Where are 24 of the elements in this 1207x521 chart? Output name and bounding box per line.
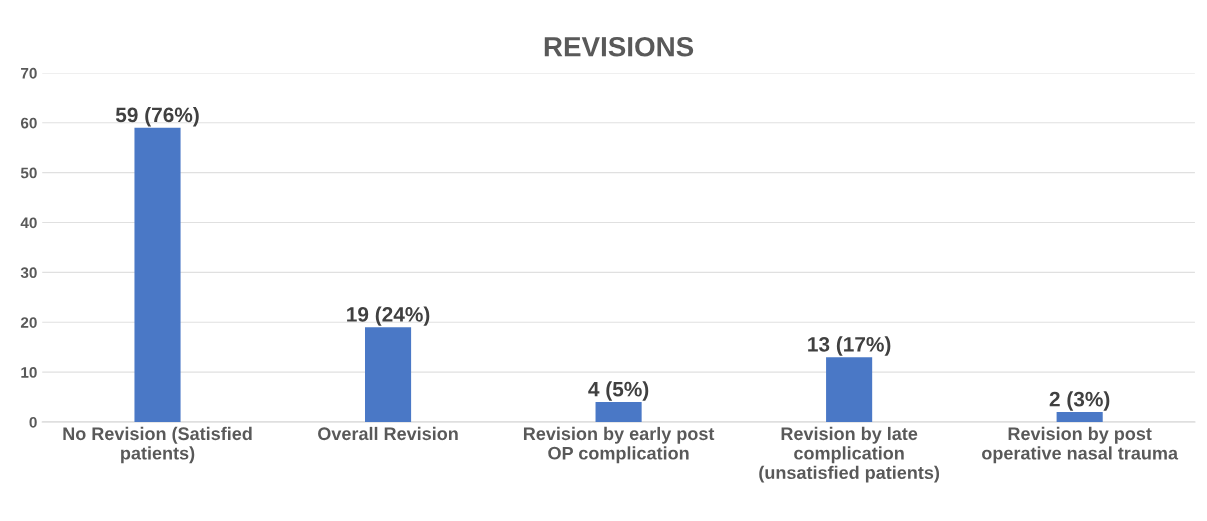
- y-tick-label: 20: [20, 317, 37, 328]
- bar: [365, 327, 412, 423]
- y-tick-label: 10: [21, 367, 37, 378]
- bar: [826, 357, 873, 423]
- y-tick-label: 50: [20, 167, 37, 179]
- y-tick-label: 70: [21, 67, 37, 79]
- bar: [1056, 412, 1103, 423]
- bar: [134, 127, 181, 423]
- data-label: 19 (24%): [347, 306, 430, 326]
- y-tick-label: 60: [20, 117, 37, 129]
- y-tick-label: 40: [20, 217, 37, 229]
- data-label: 59 (76%): [115, 106, 199, 127]
- x-tick-label: Revision by post operative nasal trauma: [982, 426, 1179, 464]
- bar: [595, 402, 642, 423]
- x-tick-label: No Revision (Satisfied patients): [63, 426, 252, 464]
- data-label: 2 (3%): [1049, 391, 1110, 411]
- data-label: 4 (5%): [588, 381, 649, 401]
- chart-title: REVISIONS: [544, 36, 694, 57]
- y-tick-label: 30: [20, 267, 37, 279]
- x-tick-label: Overall Revision: [318, 426, 458, 441]
- x-tick-label: Revision by late complication (unsatisfied patients): [759, 426, 940, 483]
- data-label: 13 (17%): [808, 336, 891, 356]
- y-tick-label: 0: [29, 416, 37, 428]
- x-tick-label: Revision by early post OP complication: [523, 426, 715, 464]
